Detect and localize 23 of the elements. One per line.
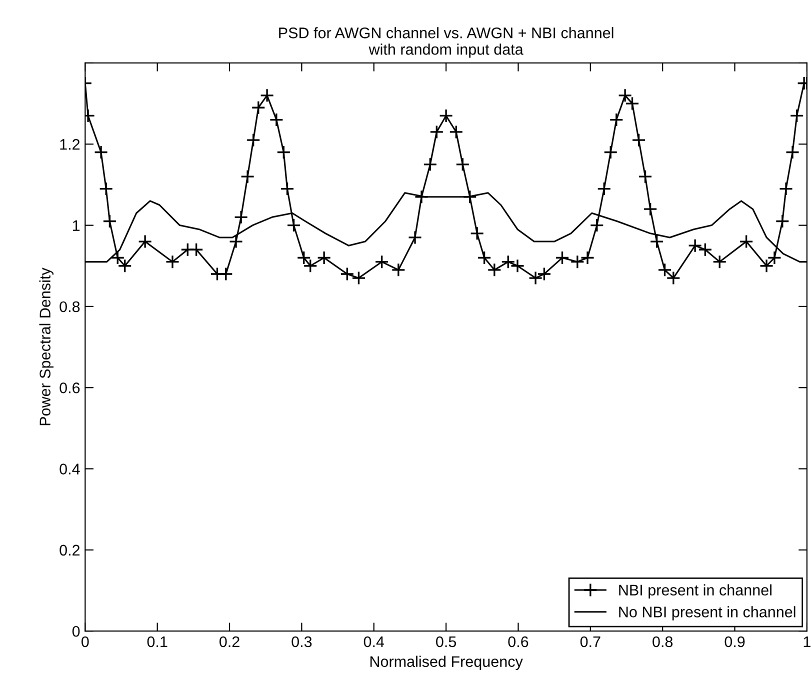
x-tick-label: 0.8	[652, 636, 673, 648]
x-tick-label: 0.4	[364, 636, 384, 648]
x-tick-label: 0.6	[508, 636, 528, 648]
chart-title: PSD for AWGN channel vs. AWGN + NBI channel with random input data	[279, 27, 614, 58]
x-tick-label: 0.7	[580, 636, 600, 648]
x-tick-label: 0.9	[724, 636, 745, 648]
x-tick-label: 1	[804, 636, 810, 648]
y-tick-label: 0	[72, 626, 80, 637]
legend-label: NBI present in channel	[619, 584, 772, 599]
x-tick-label: 0.3	[292, 636, 312, 648]
y-tick-label: 0.6	[60, 382, 80, 394]
y-tick-label: 1	[72, 220, 80, 231]
x-axis-title: Normalised Frequency	[370, 656, 523, 670]
y-axis-title: Power Spectral Density	[39, 268, 54, 426]
y-tick-label: 0.8	[60, 301, 80, 312]
x-tick-label: 0.5	[436, 636, 456, 648]
x-tick-label: 0.1	[147, 636, 168, 648]
x-tick-label: 0.2	[219, 636, 240, 648]
x-tick-label: 0	[82, 636, 89, 648]
y-tick-label: 1.2	[60, 139, 80, 150]
y-tick-label: 0.4	[60, 464, 80, 474]
y-tick-label: 0.2	[60, 544, 80, 556]
legend-label: No NBI present in channel	[619, 606, 796, 620]
